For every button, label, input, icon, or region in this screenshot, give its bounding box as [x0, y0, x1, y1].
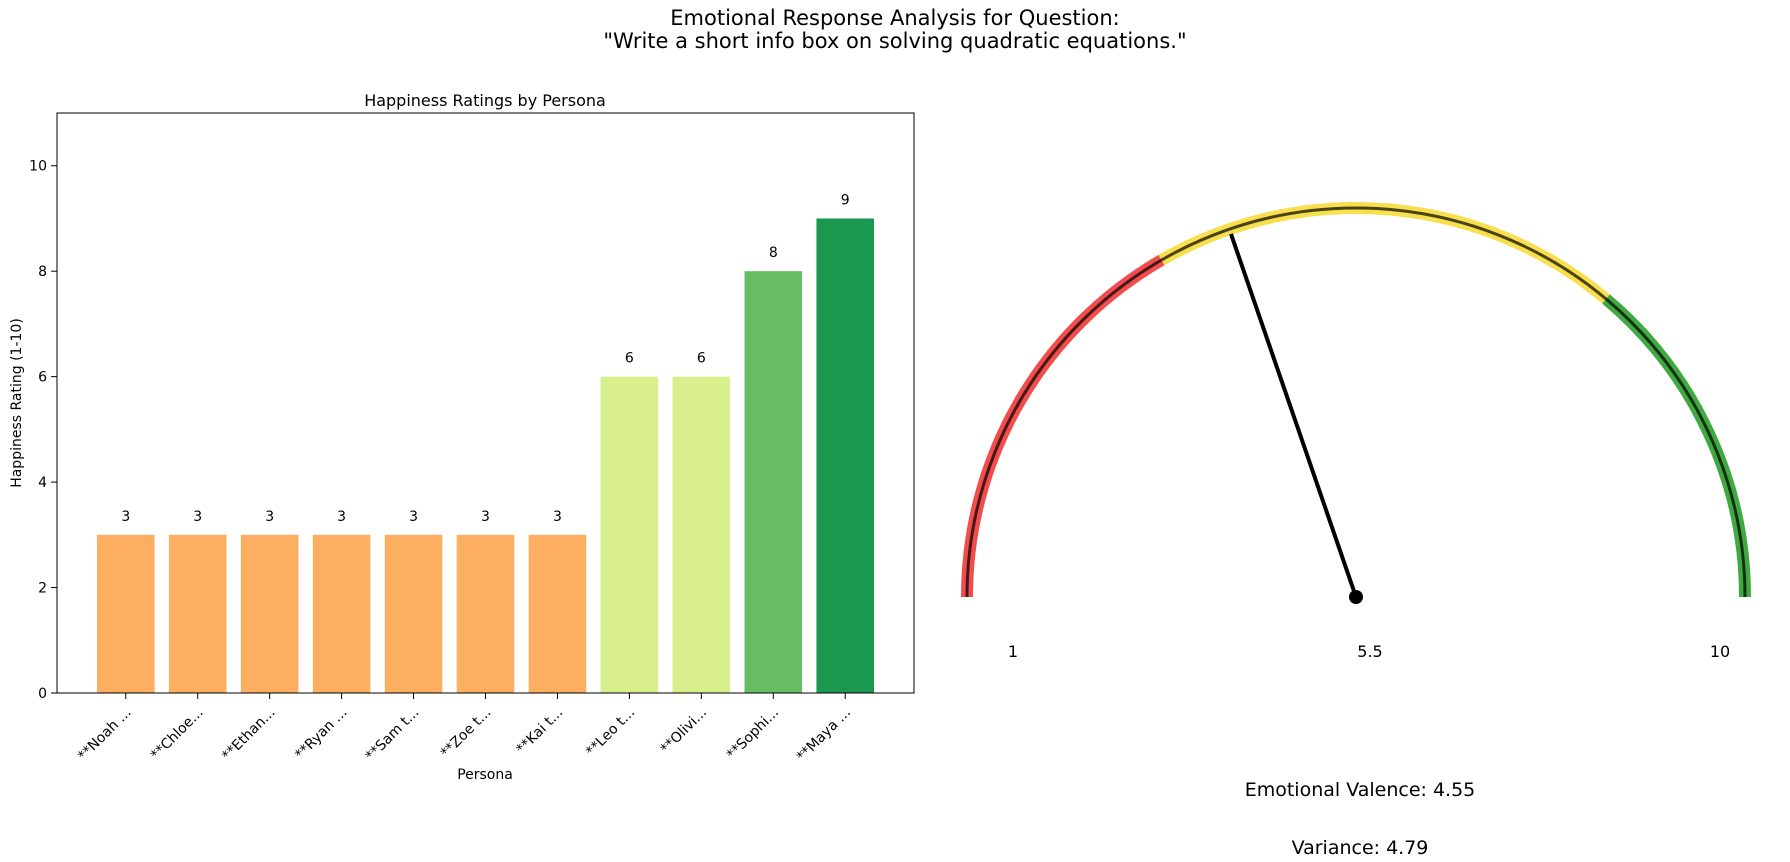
bar [744, 271, 803, 693]
bar-value-label: 3 [121, 509, 130, 525]
y-tick-label: 10 [29, 159, 47, 175]
x-tick-label: **Noah ... [75, 705, 135, 765]
x-tick-label: **Zoe t... [438, 705, 495, 762]
x-tick-label: **Leo t... [583, 705, 638, 760]
y-tick-label: 0 [38, 686, 47, 702]
bar [384, 534, 443, 693]
x-tick-label: **Kai t... [513, 705, 566, 758]
bar-value-label: 3 [265, 509, 274, 525]
x-tick-label: **Ethan... [219, 705, 278, 764]
bar [240, 534, 299, 693]
gauge-tick-label-max: 10 [1710, 642, 1730, 661]
gauge-zones [961, 202, 1751, 598]
y-tick-label: 4 [38, 475, 47, 491]
figure-title-line1: Emotional Response Analysis for Question… [670, 6, 1119, 30]
valence-label: Emotional Valence: 4.55 [1245, 779, 1476, 801]
bar-value-label: 3 [193, 509, 202, 525]
y-tick-label: 8 [38, 264, 47, 280]
x-tick-label: **Sophi... [724, 705, 782, 763]
x-axis-label: Persona [457, 767, 513, 783]
y-axis-ticks: 0 2 4 6 8 10 [29, 159, 57, 702]
y-tick-label: 2 [38, 581, 47, 597]
gauge-hub [1349, 590, 1363, 604]
bar-value-label: 3 [553, 509, 562, 525]
bar-value-label: 8 [769, 245, 778, 261]
x-tick-label: **Chloe... [148, 705, 207, 764]
bar-value-label: 6 [697, 351, 706, 367]
bar [97, 534, 155, 693]
bar-value-label: 9 [841, 192, 850, 208]
bar-marks: 3 3 3 3 3 3 3 6 6 8 9 [97, 192, 874, 694]
variance-label: Variance: 4.79 [1292, 837, 1429, 859]
bar [312, 534, 371, 693]
x-tick-label: **Sam t... [363, 705, 423, 765]
bar [816, 218, 874, 694]
bar-value-label: 6 [625, 351, 634, 367]
x-tick-label: **Maya ... [794, 705, 854, 765]
bar-value-label: 3 [409, 509, 418, 525]
figure-title-line2: "Write a short info box on solving quadr… [603, 29, 1186, 53]
bar-chart: Happiness Ratings by Persona 3 3 3 3 3 3 3 6 6 8 9… [9, 91, 915, 783]
bar [600, 376, 659, 693]
bar [168, 534, 227, 693]
x-axis-ticks: **Noah ... **Chloe... **Ethan... **Ryan ...… [75, 693, 854, 765]
x-tick-label: **Olivi... [658, 705, 711, 758]
bar [456, 534, 515, 693]
bar-chart-title: Happiness Ratings by Persona [364, 91, 606, 110]
bar [672, 376, 731, 693]
bar-value-label: 3 [337, 509, 346, 525]
y-tick-label: 6 [38, 370, 47, 386]
bar [528, 534, 587, 693]
gauge-zone [1602, 294, 1751, 598]
gauge-zone [961, 254, 1165, 598]
y-axis-label: Happiness Rating (1-10) [9, 318, 25, 488]
gauge-arc-line [965, 206, 1747, 598]
gauge-tick-label-min: 1 [1008, 642, 1018, 661]
gauge-tick-label-mid: 5.5 [1357, 642, 1382, 661]
bar-value-label: 3 [481, 509, 490, 525]
x-tick-label: **Ryan ... [292, 705, 350, 763]
gauge-needle [1229, 233, 1358, 598]
gauge: 1 5.5 10 Emotional Valence: 4.55 Varianc… [961, 202, 1751, 859]
